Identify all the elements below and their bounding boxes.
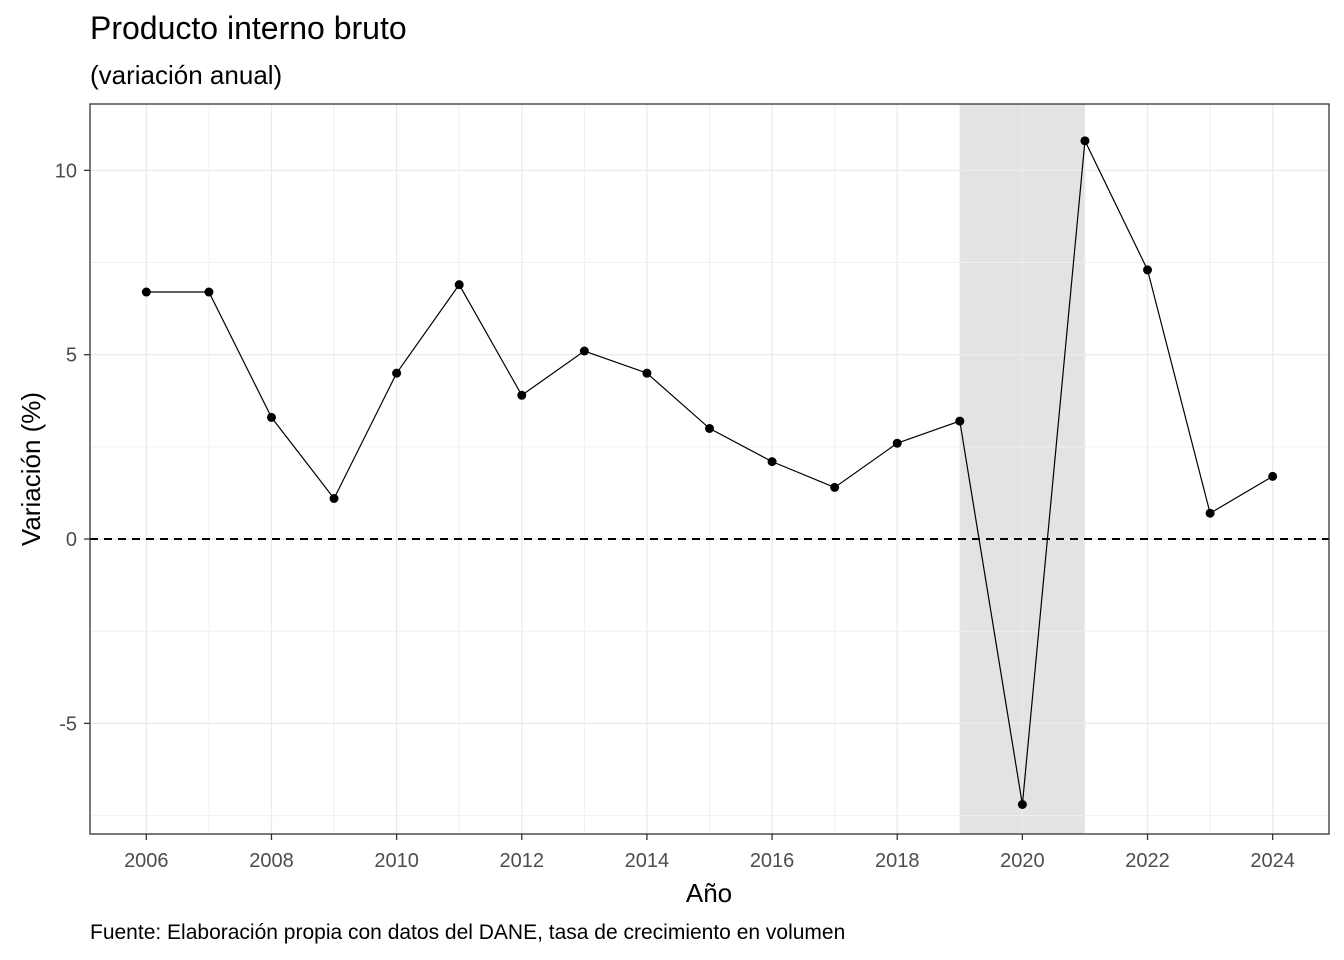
- x-tick-label: 2016: [750, 850, 795, 872]
- x-tick-label: 2014: [625, 850, 670, 872]
- data-point: [892, 438, 902, 448]
- y-tick-label: 5: [66, 345, 77, 367]
- data-point: [767, 457, 777, 467]
- data-point: [955, 416, 965, 426]
- x-tick-label: 2010: [374, 850, 419, 872]
- data-point: [830, 482, 840, 492]
- y-tick-label: 0: [66, 529, 77, 551]
- data-point: [141, 287, 151, 297]
- x-tick-label: 2006: [124, 850, 169, 872]
- data-point: [1143, 265, 1153, 275]
- x-axis-title: Año: [686, 878, 732, 908]
- x-tick-label: 2008: [249, 850, 294, 872]
- plot-border: [89, 103, 1330, 835]
- x-tick-label: 2020: [1000, 850, 1045, 872]
- x-tick-label: 2012: [500, 850, 545, 872]
- chart-title: Producto interno bruto: [90, 10, 407, 46]
- y-axis-title: Variación (%): [16, 392, 46, 546]
- data-point: [454, 280, 464, 290]
- grid-layer: [90, 104, 1329, 834]
- data-point: [642, 368, 652, 378]
- x-tick-label: 2024: [1250, 850, 1295, 872]
- data-point: [266, 412, 276, 422]
- data-point: [579, 346, 589, 356]
- data-point: [1268, 471, 1278, 481]
- y-tick-label: -5: [59, 713, 77, 735]
- axis-layer: 2006 2008 2010 2012 2014 2016 2018 2020 2022 2024…: [55, 160, 1295, 872]
- data-point: [392, 368, 402, 378]
- data-point: [517, 390, 527, 400]
- data-point: [204, 287, 214, 297]
- data-point: [329, 493, 339, 503]
- x-tick-label: 2018: [875, 850, 920, 872]
- y-tick-label: 10: [55, 160, 77, 182]
- data-point: [705, 423, 714, 433]
- data-point: [1080, 136, 1090, 146]
- chart-subtitle: (variación anual): [90, 60, 283, 90]
- chart-caption: Fuente: Elaboración propia con datos del…: [90, 921, 846, 944]
- data-point: [1205, 508, 1215, 518]
- data-point: [1017, 800, 1027, 810]
- x-tick-label: 2022: [1125, 850, 1170, 872]
- series-layer: [141, 136, 1278, 810]
